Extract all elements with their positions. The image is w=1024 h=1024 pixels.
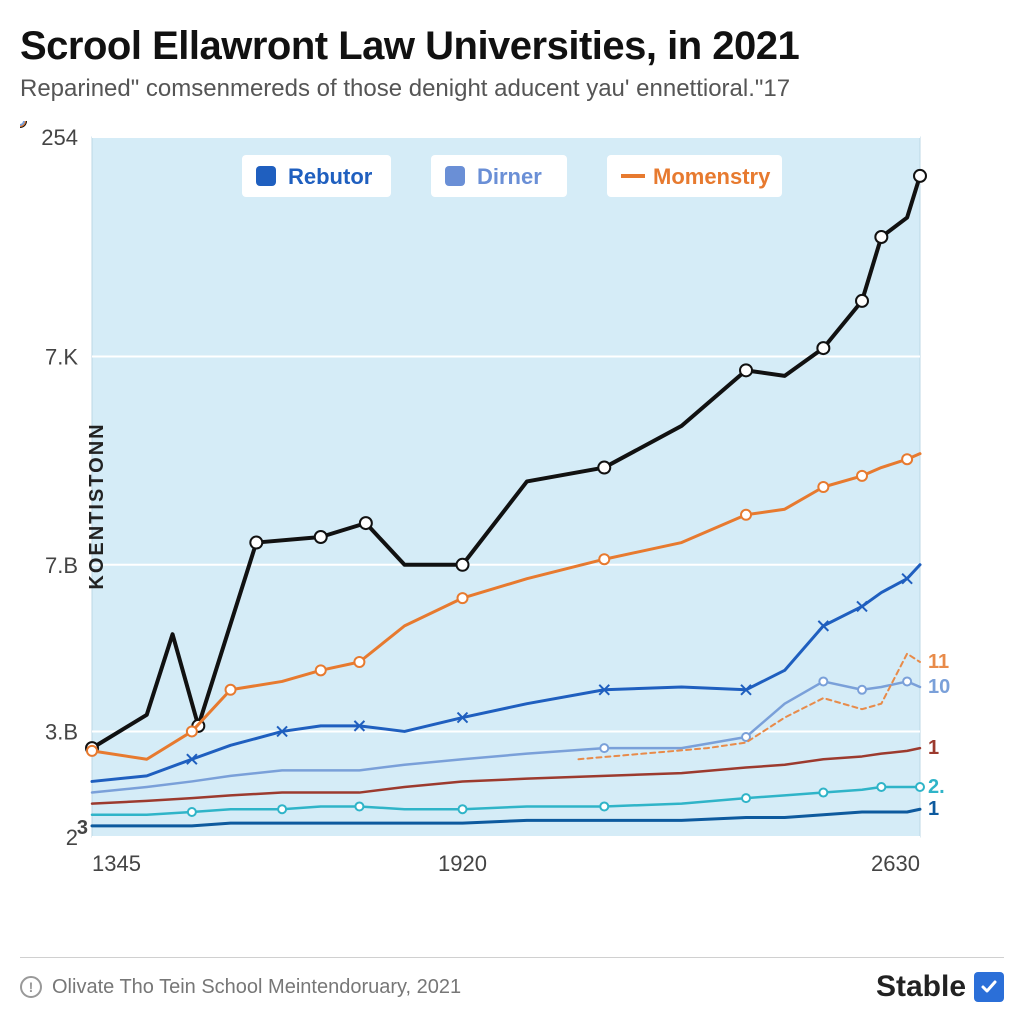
brand: Stable: [876, 970, 1004, 1004]
brand-check-icon: [974, 972, 1004, 1002]
svg-text:1345: 1345: [92, 851, 141, 876]
svg-text:7.B: 7.B: [45, 553, 78, 578]
svg-text:2.: 2.: [928, 776, 945, 798]
svg-text:2630: 2630: [871, 851, 920, 876]
chart-title: Scrool Ellawront Law Universities, in 20…: [20, 24, 1004, 69]
footer-source: ! Olivate Tho Tein School Meintendoruary…: [20, 976, 461, 999]
svg-text:3.B: 3.B: [45, 719, 78, 744]
brand-name: Stable: [876, 970, 966, 1004]
chart-subtitle: Reparined" comsenmereds of those denight…: [20, 75, 1004, 103]
source-text: Olivate Tho Tein School Meintendoruary, …: [52, 976, 461, 999]
line-chart: 23.B7.B7.K254134519202630RebutorDirnerMo…: [20, 121, 980, 891]
svg-text:10: 10: [928, 676, 950, 698]
footer: ! Olivate Tho Tein School Meintendoruary…: [20, 957, 1004, 1004]
svg-text:11: 11: [928, 651, 949, 673]
info-icon: !: [20, 976, 42, 998]
chart-container: Scrool Ellawront Law Universities, in 20…: [0, 0, 1024, 1024]
svg-text:1: 1: [928, 798, 939, 820]
svg-text:254: 254: [41, 125, 78, 150]
svg-text:Dirner: Dirner: [477, 164, 542, 189]
yaxis-title: KOENTISTONN: [86, 422, 109, 589]
svg-text:1: 1: [928, 737, 939, 759]
svg-text:3: 3: [77, 817, 88, 839]
svg-text:1920: 1920: [438, 851, 487, 876]
chart-wrap: KOENTISTONN 23.B7.B7.K254134519202630Reb…: [20, 121, 1004, 891]
svg-text:Rebutor: Rebutor: [288, 164, 373, 189]
svg-text:7.K: 7.K: [45, 344, 78, 369]
svg-text:Momenstry: Momenstry: [653, 164, 771, 189]
